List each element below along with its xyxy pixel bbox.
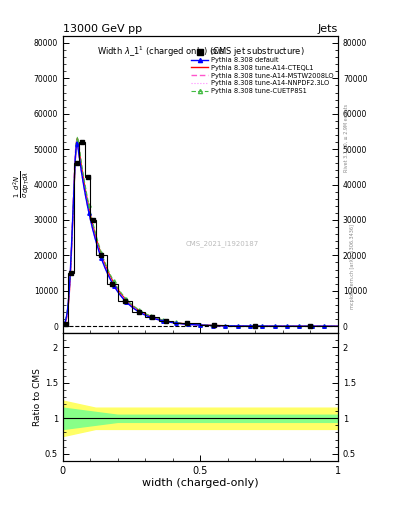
Line: Pythia 8.308 tune-A14-CTEQL1: Pythia 8.308 tune-A14-CTEQL1 [63,139,338,326]
Pythia 8.308 tune-A14-MSTW2008LO [336,323,340,329]
CMS [212,322,217,328]
Pythia 8.308 tune-A14-MSTW2008LO [75,140,80,146]
CMS [164,318,169,324]
CMS [136,309,141,315]
Pythia 8.308 tune-CUETP8S1 [195,322,199,328]
Pythia 8.308 tune-A14-NNPDF2.3LO [195,322,199,328]
CMS [253,323,258,329]
Pythia 8.308 tune-A14-MSTW2008LO [61,323,66,329]
Text: CMS_2021_I1920187: CMS_2021_I1920187 [186,241,259,247]
Pythia 8.308 default [187,322,192,328]
Pythia 8.308 default [277,323,282,329]
Pythia 8.308 tune-A14-CTEQL1 [328,323,332,329]
Y-axis label: Ratio to CMS: Ratio to CMS [33,368,42,426]
CMS [150,314,155,321]
Line: CMS: CMS [63,140,313,329]
Pythia 8.308 tune-A14-CTEQL1 [277,323,282,329]
Pythia 8.308 tune-A14-NNPDF2.3LO [187,322,192,328]
Pythia 8.308 tune-A14-CTEQL1 [75,136,80,142]
Pythia 8.308 tune-A14-MSTW2008LO [328,323,332,329]
Pythia 8.308 tune-A14-CTEQL1 [195,322,199,328]
Pythia 8.308 tune-A14-CTEQL1 [75,136,79,142]
CMS [123,298,127,305]
CMS [184,321,189,327]
Pythia 8.308 default [75,140,80,146]
Pythia 8.308 tune-A14-CTEQL1 [328,323,332,329]
Pythia 8.308 tune-CUETP8S1 [328,323,332,329]
Legend: CMS, Pythia 8.308 default, Pythia 8.308 tune-A14-CTEQL1, Pythia 8.308 tune-A14-M: CMS, Pythia 8.308 default, Pythia 8.308 … [190,48,335,96]
Pythia 8.308 default [75,139,79,145]
Pythia 8.308 default [61,323,66,329]
Line: Pythia 8.308 default: Pythia 8.308 default [63,142,338,326]
X-axis label: width (charged-only): width (charged-only) [142,478,259,488]
Pythia 8.308 tune-CUETP8S1 [61,323,66,329]
Pythia 8.308 tune-A14-NNPDF2.3LO [328,323,332,329]
CMS [85,175,90,181]
Line: Pythia 8.308 tune-A14-NNPDF2.3LO: Pythia 8.308 tune-A14-NNPDF2.3LO [63,141,338,326]
Text: Rivet 3.1.10, ≥ 2.9M events: Rivet 3.1.10, ≥ 2.9M events [344,104,349,173]
Pythia 8.308 default [336,323,340,329]
Pythia 8.308 default [328,323,332,329]
Pythia 8.308 tune-A14-CTEQL1 [187,321,192,327]
Pythia 8.308 tune-A14-MSTW2008LO [277,323,282,329]
CMS [110,281,115,287]
Pythia 8.308 tune-CUETP8S1 [277,323,282,329]
Pythia 8.308 tune-A14-MSTW2008LO [195,322,199,328]
Pythia 8.308 tune-A14-NNPDF2.3LO [336,323,340,329]
CMS [74,160,79,166]
Pythia 8.308 default [328,323,332,329]
Pythia 8.308 tune-CUETP8S1 [75,134,80,140]
Text: 13000 GeV pp: 13000 GeV pp [63,24,142,34]
Pythia 8.308 tune-A14-CTEQL1 [336,323,340,329]
Line: Pythia 8.308 tune-A14-MSTW2008LO: Pythia 8.308 tune-A14-MSTW2008LO [63,140,338,326]
CMS [69,270,73,276]
Pythia 8.308 tune-CUETP8S1 [336,323,340,329]
Line: Pythia 8.308 tune-CUETP8S1: Pythia 8.308 tune-CUETP8S1 [63,137,338,326]
Pythia 8.308 tune-A14-CTEQL1 [61,323,66,329]
Pythia 8.308 default [195,322,199,328]
CMS [308,323,313,329]
Text: mcplots.cern.ch [arXiv:1306.3436]: mcplots.cern.ch [arXiv:1306.3436] [350,224,355,309]
Text: Width $\lambda$_1$^1$ (charged only) (CMS jet substructure): Width $\lambda$_1$^1$ (charged only) (CM… [97,45,304,59]
CMS [99,252,104,259]
Y-axis label: $\frac{1}{\sigma}\frac{d^2N}{dp_T d\lambda}$: $\frac{1}{\sigma}\frac{d^2N}{dp_T d\lamb… [11,170,32,199]
CMS [91,217,95,223]
Pythia 8.308 tune-CUETP8S1 [187,321,192,327]
Pythia 8.308 tune-A14-NNPDF2.3LO [328,323,332,329]
Pythia 8.308 tune-CUETP8S1 [328,323,332,329]
Pythia 8.308 tune-A14-NNPDF2.3LO [61,323,66,329]
Pythia 8.308 tune-A14-MSTW2008LO [328,323,332,329]
Pythia 8.308 tune-A14-NNPDF2.3LO [277,323,282,329]
Pythia 8.308 tune-A14-MSTW2008LO [75,137,79,143]
Pythia 8.308 tune-A14-MSTW2008LO [187,322,192,328]
Pythia 8.308 tune-A14-NNPDF2.3LO [75,139,80,145]
Pythia 8.308 tune-A14-NNPDF2.3LO [75,138,79,144]
Pythia 8.308 tune-CUETP8S1 [75,135,79,141]
CMS [80,139,84,145]
CMS [63,322,68,328]
Text: Jets: Jets [318,24,338,34]
